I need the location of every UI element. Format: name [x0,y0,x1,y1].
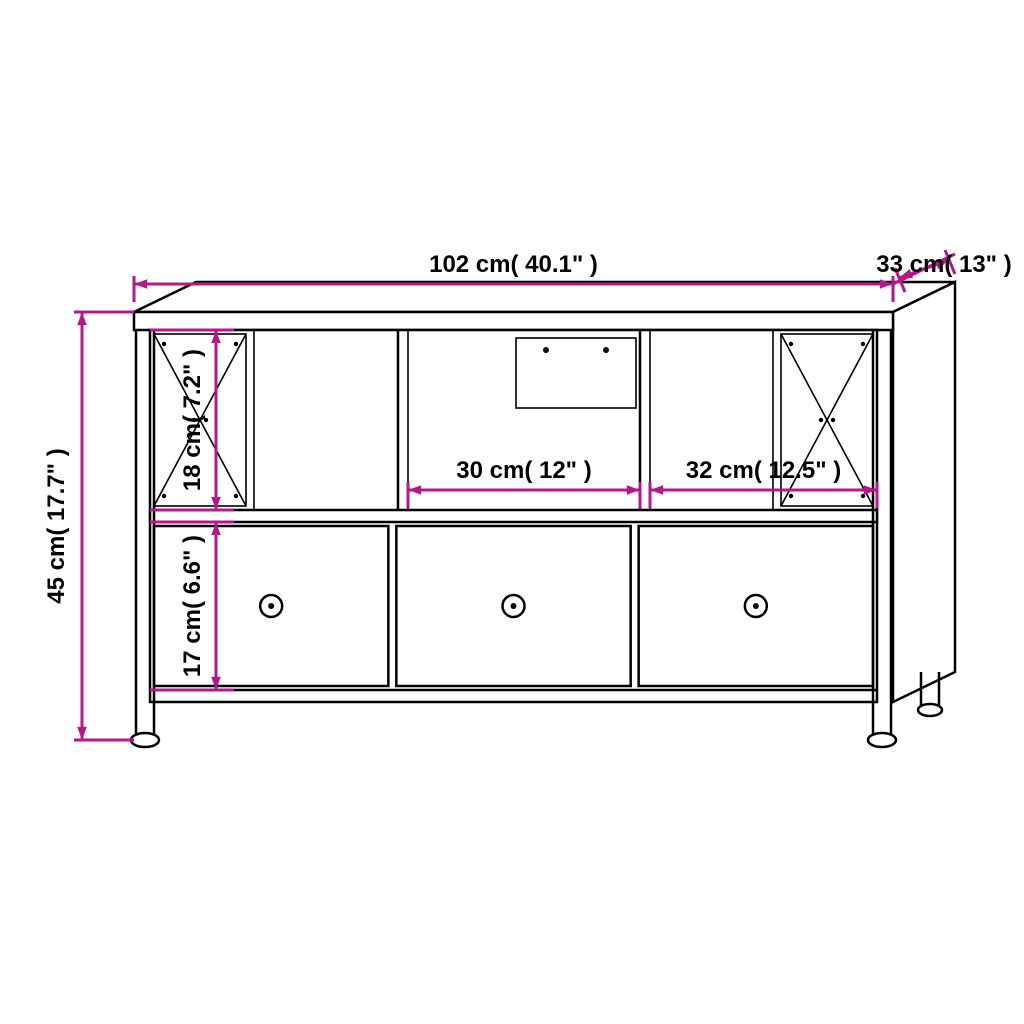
dim-right-opening-w: 32 cm( 12.5" ) [686,457,841,484]
dim-drawer-h: 17 cm( 6.6" ) [179,535,206,677]
cabinet-drawing [131,282,955,747]
dim-total-height: 45 cm( 17.7" ) [43,448,70,603]
right-x-brace [831,418,835,422]
dim-total-width: 102 cm( 40.1" ) [429,251,598,278]
dim-mid-opening-w: 30 cm( 12" ) [456,457,591,484]
dim-upper-opening-h: 18 cm( 7.2" ) [179,349,206,491]
dim-depth: 33 cm( 13" ) [876,251,1011,278]
dimension-diagram: 102 cm( 40.1" ) 33 cm( 13" ) 45 cm( 17.7" … [0,0,1024,1024]
